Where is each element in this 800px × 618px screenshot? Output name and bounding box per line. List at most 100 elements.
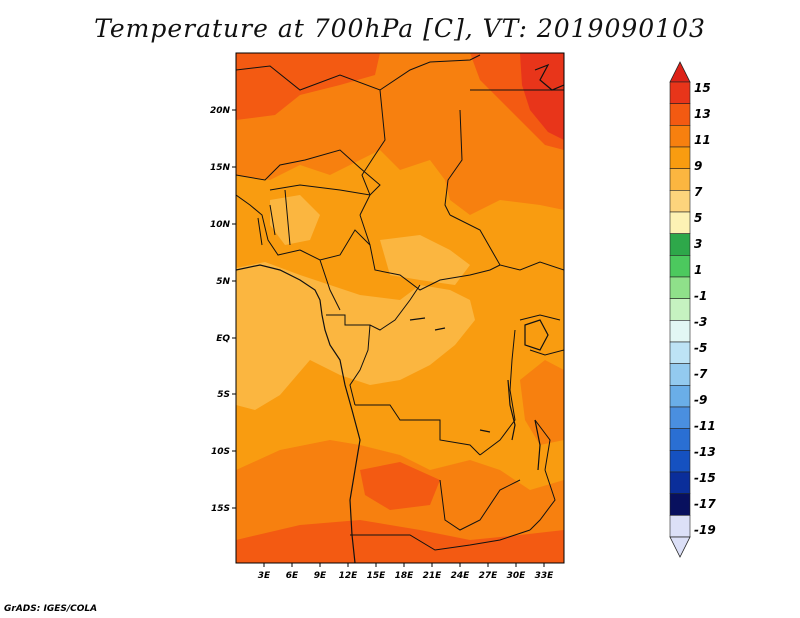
country-borders [236, 54, 564, 551]
colorbar-segment [669, 190, 691, 213]
colorbar-segment [669, 103, 691, 126]
colorbar-label-12: -9 [694, 393, 707, 407]
field-region-7c-west [236, 262, 475, 410]
colorbar-top-triangle [669, 61, 691, 83]
border-line-car [359, 214, 501, 291]
lon-label-10: 33E [535, 571, 555, 581]
lat-label-1: 15N [210, 163, 231, 173]
lake-malawi [534, 419, 541, 471]
lon-axis: 3E 6E 9E 12E 15E 18E 21E 24E 27E 30E 33E [258, 563, 554, 581]
colorbar-label-1: 13 [694, 107, 711, 121]
lon-label-2: 9E [314, 571, 327, 581]
field-region-13c-sw [236, 520, 564, 563]
border-line-drc-west [349, 324, 371, 406]
field-region-13c-south-inner [360, 462, 440, 510]
colorbar-segment [669, 428, 691, 451]
colorbar-label-10: -5 [694, 341, 707, 355]
colorbar-segment [669, 363, 691, 386]
colorbar-segment [669, 406, 691, 429]
temperature-field [236, 53, 564, 563]
colorbar-segment [669, 320, 691, 343]
colorbar-label-3: 9 [694, 159, 702, 173]
colorbar-segment [669, 471, 691, 494]
coastline [236, 63, 564, 563]
colorbar: 15 13 11 9 7 5 3 1 -1 -3 -5 -7 -9 -11 -1… [669, 61, 716, 558]
lon-label-0: 3E [258, 571, 271, 581]
lon-label-5: 18E [395, 571, 415, 581]
colorbar-labels: 15 13 11 9 7 5 3 1 -1 -3 -5 -7 -9 -11 -1… [694, 81, 716, 537]
colorbar-label-13: -11 [694, 419, 716, 433]
lake-tanganyika [507, 379, 516, 441]
colorbar-segment [669, 233, 691, 256]
colorbar-label-14: -13 [694, 445, 716, 459]
lon-label-1: 6E [286, 571, 299, 581]
border-line-angola [355, 404, 481, 456]
map-title: Temperature at 700hPa [C], VT: 201909010… [94, 14, 706, 43]
field-region-15c-ne [520, 53, 564, 140]
colorbar-segment [669, 146, 691, 169]
lat-label-7: 15S [211, 504, 230, 514]
colorbar-label-8: -1 [694, 289, 707, 303]
lat-label-3: 5N [216, 277, 230, 287]
lake-small-central [409, 317, 491, 433]
colorbar-segment [669, 255, 691, 278]
border-line-east-lakes [519, 314, 564, 471]
colorbar-segment [669, 211, 691, 234]
coastline-ne-red-sea [534, 63, 564, 91]
colorbar-segment [669, 81, 691, 104]
lon-label-7: 24E [451, 571, 471, 581]
colorbar-segments [669, 81, 691, 538]
colorbar-label-16: -17 [694, 497, 716, 511]
border-line-drc-east [479, 329, 516, 456]
colorbar-bottom-triangle [669, 536, 691, 558]
colorbar-label-15: -15 [694, 471, 716, 485]
lat-label-6: 10S [211, 447, 230, 457]
border-line-mozambique [529, 469, 556, 531]
field-region-7c-nwest [270, 195, 320, 245]
lake-victoria-outline [524, 319, 549, 351]
coastline-gulf-of-guinea [236, 264, 361, 563]
border-line-sahel [236, 149, 381, 196]
border-line-west-coast [236, 194, 301, 256]
border-line-chad-west [359, 89, 386, 216]
colorbar-segment [669, 168, 691, 191]
colorbar-label-4: 7 [694, 185, 703, 199]
lat-label-0: 20N [210, 106, 231, 116]
field-region-11c-east [520, 360, 564, 445]
colorbar-label-11: -7 [694, 367, 708, 381]
lon-label-3: 12E [339, 571, 359, 581]
border-line-cameroon [299, 229, 371, 311]
border-line-sudan [449, 89, 564, 271]
lon-label-8: 27E [479, 571, 499, 581]
field-region-7c-central [380, 235, 470, 285]
border-line-chad-east [444, 109, 463, 216]
colorbar-segment [669, 298, 691, 321]
grads-credit: GrADS: IGES/COLA [4, 604, 98, 614]
border-line-south [350, 529, 531, 551]
colorbar-label-9: -3 [694, 315, 707, 329]
colorbar-segment [669, 493, 691, 516]
lat-label-2: 10N [210, 220, 231, 230]
lat-axis: 20N 15N 10N 5N EQ 5S 10S 15S [210, 106, 236, 514]
colorbar-label-17: -19 [694, 523, 716, 537]
lon-label-4: 15E [367, 571, 387, 581]
lon-label-9: 30E [507, 571, 527, 581]
border-line-zambia [439, 479, 521, 531]
colorbar-label-0: 15 [694, 81, 711, 95]
border-line-gabon-congo [326, 284, 421, 331]
lon-label-6: 21E [423, 571, 443, 581]
colorbar-label-6: 3 [694, 237, 702, 251]
colorbar-segment [669, 450, 691, 473]
colorbar-segment [669, 341, 691, 364]
colorbar-segment [669, 515, 691, 538]
map-frame [235, 52, 565, 564]
colorbar-label-7: 1 [694, 263, 702, 277]
colorbar-label-5: 5 [694, 211, 702, 225]
colorbar-segment [669, 276, 691, 299]
colorbar-segment [669, 385, 691, 408]
border-line-west-states [257, 189, 291, 246]
field-region-11c-north [236, 53, 564, 215]
lat-label-5: 5S [217, 390, 230, 400]
